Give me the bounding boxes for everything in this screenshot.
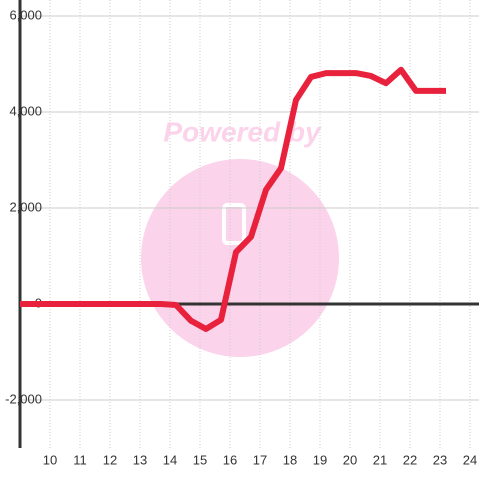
x-tick-label: 22 bbox=[403, 452, 417, 467]
x-tick-label: 17 bbox=[253, 452, 267, 467]
x-tick-label: 10 bbox=[43, 452, 57, 467]
x-tick-label: 21 bbox=[373, 452, 387, 467]
watermark-circle bbox=[141, 159, 339, 357]
x-tick-label: 13 bbox=[133, 452, 147, 467]
x-tick-label: 23 bbox=[433, 452, 447, 467]
y-tick-label: 6,000 bbox=[9, 7, 42, 22]
x-tick-label: 14 bbox=[163, 452, 177, 467]
x-tick-label: 11 bbox=[73, 452, 87, 467]
y-tick-label: -2,000 bbox=[5, 391, 42, 406]
y-tick-label: 2,000 bbox=[9, 199, 42, 214]
x-tick-label: 15 bbox=[193, 452, 207, 467]
line bbox=[20, 66, 446, 332]
x-tick-label: 20 bbox=[343, 452, 357, 467]
x-tick-label: 18 bbox=[283, 452, 297, 467]
watermark bbox=[141, 159, 339, 357]
x-tick-label: 16 bbox=[223, 452, 237, 467]
watermark-text: Powered by bbox=[163, 116, 322, 147]
x-tick-label: 19 bbox=[313, 452, 327, 467]
x-tick-label: 24 bbox=[463, 452, 477, 467]
watermark-icon bbox=[222, 203, 246, 245]
x-tick-label: 12 bbox=[103, 452, 117, 467]
y-tick-label: 4,000 bbox=[9, 103, 42, 118]
